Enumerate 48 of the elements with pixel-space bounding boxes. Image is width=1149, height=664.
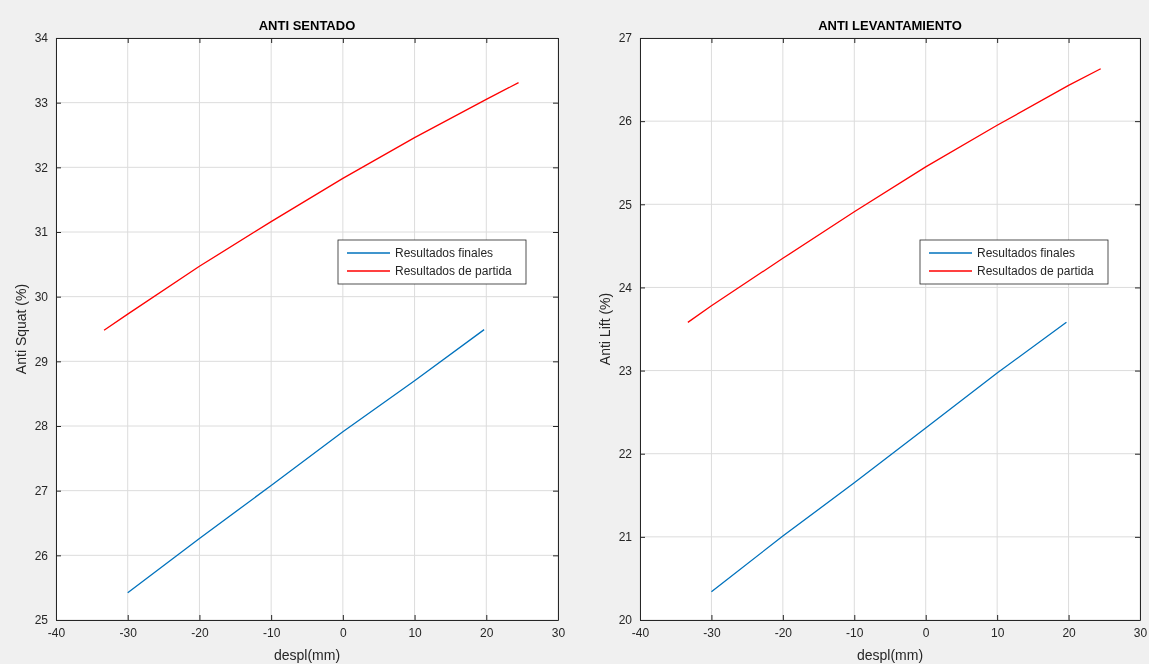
x-tick-label: -20 [774,625,793,640]
y-tick-label: 29 [34,354,49,369]
x-tick-label: 30 [551,625,566,640]
x-tick-label: 20 [480,625,494,640]
legend-label: Resultados de partida [395,264,513,278]
x-tick-label: 20 [1062,625,1077,640]
y-tick-label: 27 [618,31,633,46]
chart-title: ANTI LEVANTAMIENTO [818,18,962,33]
x-tick-label: 0 [922,625,930,640]
legend-label: Resultados finales [395,246,494,260]
y-tick-label: 21 [618,530,633,545]
x-tick-label: -30 [119,625,138,640]
x-tick-label: 0 [340,625,348,640]
y-tick-label: 27 [34,484,49,499]
y-tick-label: 32 [34,160,49,175]
x-tick-label: -10 [846,625,864,640]
line-series [103,81,520,331]
line-series [687,68,1102,323]
y-tick-label: 30 [34,290,49,305]
x-axis-title: despl(mm) [856,647,924,663]
y-tick-label: 28 [34,419,49,434]
y-tick-label: 31 [34,225,49,240]
y-tick-label: 24 [618,280,633,295]
x-axis-title: despl(mm) [273,647,341,663]
line-series [127,329,485,594]
y-tick-label: 20 [618,613,633,628]
y-tick-label: 34 [34,31,49,46]
y-tick-label: 23 [618,363,633,378]
y-tick-label: 26 [618,114,633,129]
x-tick-label: -10 [262,625,281,640]
x-tick-label: -40 [47,625,66,640]
y-tick-label: 26 [34,548,49,563]
x-tick-label: -30 [703,625,721,640]
chart-title: ANTI SENTADO [258,18,356,33]
x-tick-label: 10 [990,625,1005,640]
legend-label: Resultados finales [977,246,1076,260]
y-tick-label: 25 [34,613,49,628]
y-tick-label: 25 [618,197,633,212]
legend-label: Resultados de partida [977,264,1095,278]
x-tick-label: 30 [1133,625,1148,640]
y-tick-label: 33 [34,96,49,111]
line-series [710,321,1068,593]
x-tick-label: -40 [631,625,650,640]
y-tick-label: 22 [618,447,633,462]
x-tick-label: -20 [191,625,209,640]
y-axis-title: Anti Lift (%) [597,292,613,366]
y-axis-title: Anti Squat (%) [13,283,29,375]
x-tick-label: 10 [408,625,423,640]
